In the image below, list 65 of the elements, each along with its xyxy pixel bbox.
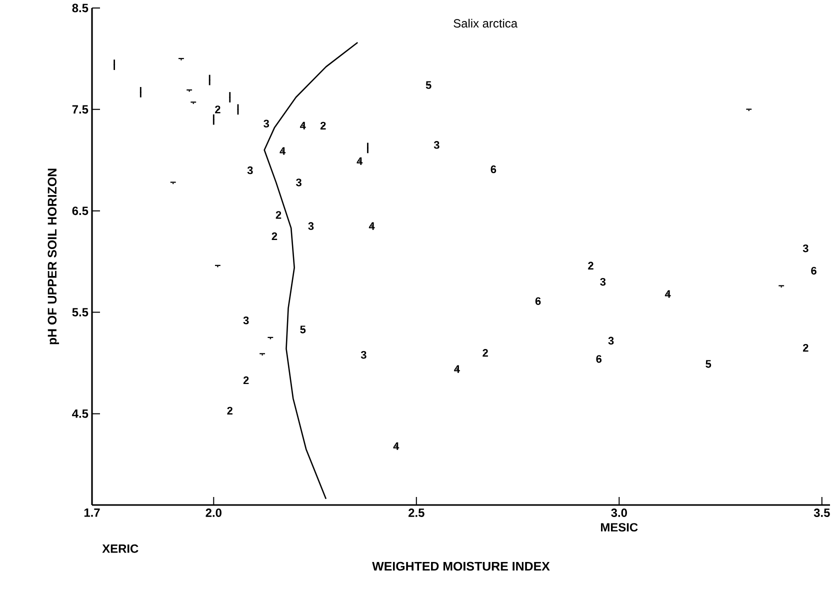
y-axis-title: pH OF UPPER SOIL HORIZON	[48, 168, 60, 344]
y-tick-label: 4.5	[72, 410, 88, 418]
x-tick-label: 3.5	[814, 508, 830, 517]
annotation: 2	[243, 376, 249, 384]
annotation: 5	[706, 360, 712, 368]
annotation: 5	[300, 326, 306, 334]
annotation: –	[260, 353, 266, 354]
annotation: 4	[356, 157, 363, 165]
annotation: –	[170, 182, 176, 183]
annotation: –	[186, 89, 192, 91]
annotation: 3	[434, 141, 440, 149]
text: XERIC	[102, 544, 138, 553]
y-tick-label: 7.5	[72, 105, 88, 114]
y-tick-label: 5.5	[72, 308, 88, 316]
annotation: 3	[296, 178, 302, 186]
annotation: –	[268, 336, 274, 338]
annotation: |	[237, 104, 239, 115]
annotation: 4	[664, 290, 671, 298]
x-axis-title: WEIGHTED MOISTURE INDEX	[372, 562, 550, 571]
x-tick-label: 2.5	[408, 508, 424, 517]
annotation: |	[114, 60, 116, 70]
annotation: 6	[596, 355, 602, 363]
annotation: –	[178, 58, 184, 60]
annotation: 3	[264, 120, 270, 128]
annotation: –	[778, 285, 784, 286]
x-tick-label: 2.0	[206, 508, 222, 517]
annotation: 4	[393, 442, 400, 450]
y-tick-label: 6.5	[72, 206, 88, 216]
annotation: |	[208, 74, 210, 86]
annotation: –	[214, 264, 220, 266]
annotation: |	[367, 142, 368, 154]
annotation: 3	[608, 336, 614, 345]
annotation: 2	[276, 211, 282, 219]
annotation: 6	[535, 297, 541, 305]
text: MESIC	[601, 523, 638, 532]
annotation: 4	[368, 222, 375, 230]
annotation: 2	[320, 122, 326, 130]
annotation: 4	[300, 122, 306, 130]
annotation: 2	[272, 232, 278, 240]
annotation: 2	[803, 344, 808, 352]
annotation: 2	[227, 406, 232, 414]
text: Salix arctica	[454, 18, 518, 28]
annotation: |	[212, 114, 214, 125]
annotation: |	[140, 86, 142, 98]
y-tick-label: 8.5	[72, 4, 88, 12]
annotation: –	[746, 108, 752, 110]
annotation: 6	[811, 266, 816, 275]
annotation: 4	[454, 365, 460, 373]
annotation: 3	[308, 222, 314, 230]
annotation: 3	[360, 350, 366, 359]
annotation: –	[190, 102, 196, 103]
annotation: 2	[588, 262, 594, 270]
annotation: |	[229, 92, 231, 102]
x-tick-label: 3.0	[611, 508, 627, 517]
x-tick-label: 1.7	[84, 508, 100, 517]
annotation: 3	[600, 278, 606, 286]
annotation: 3	[802, 244, 808, 252]
line-series	[264, 42, 358, 500]
annotation: 6	[490, 165, 496, 174]
annotation: 3	[243, 316, 249, 324]
annotation: 2	[215, 106, 220, 114]
annotation: 5	[426, 81, 432, 89]
annotation: 3	[247, 166, 253, 174]
annotation: 2	[482, 349, 488, 357]
annotation: 4	[280, 147, 286, 155]
